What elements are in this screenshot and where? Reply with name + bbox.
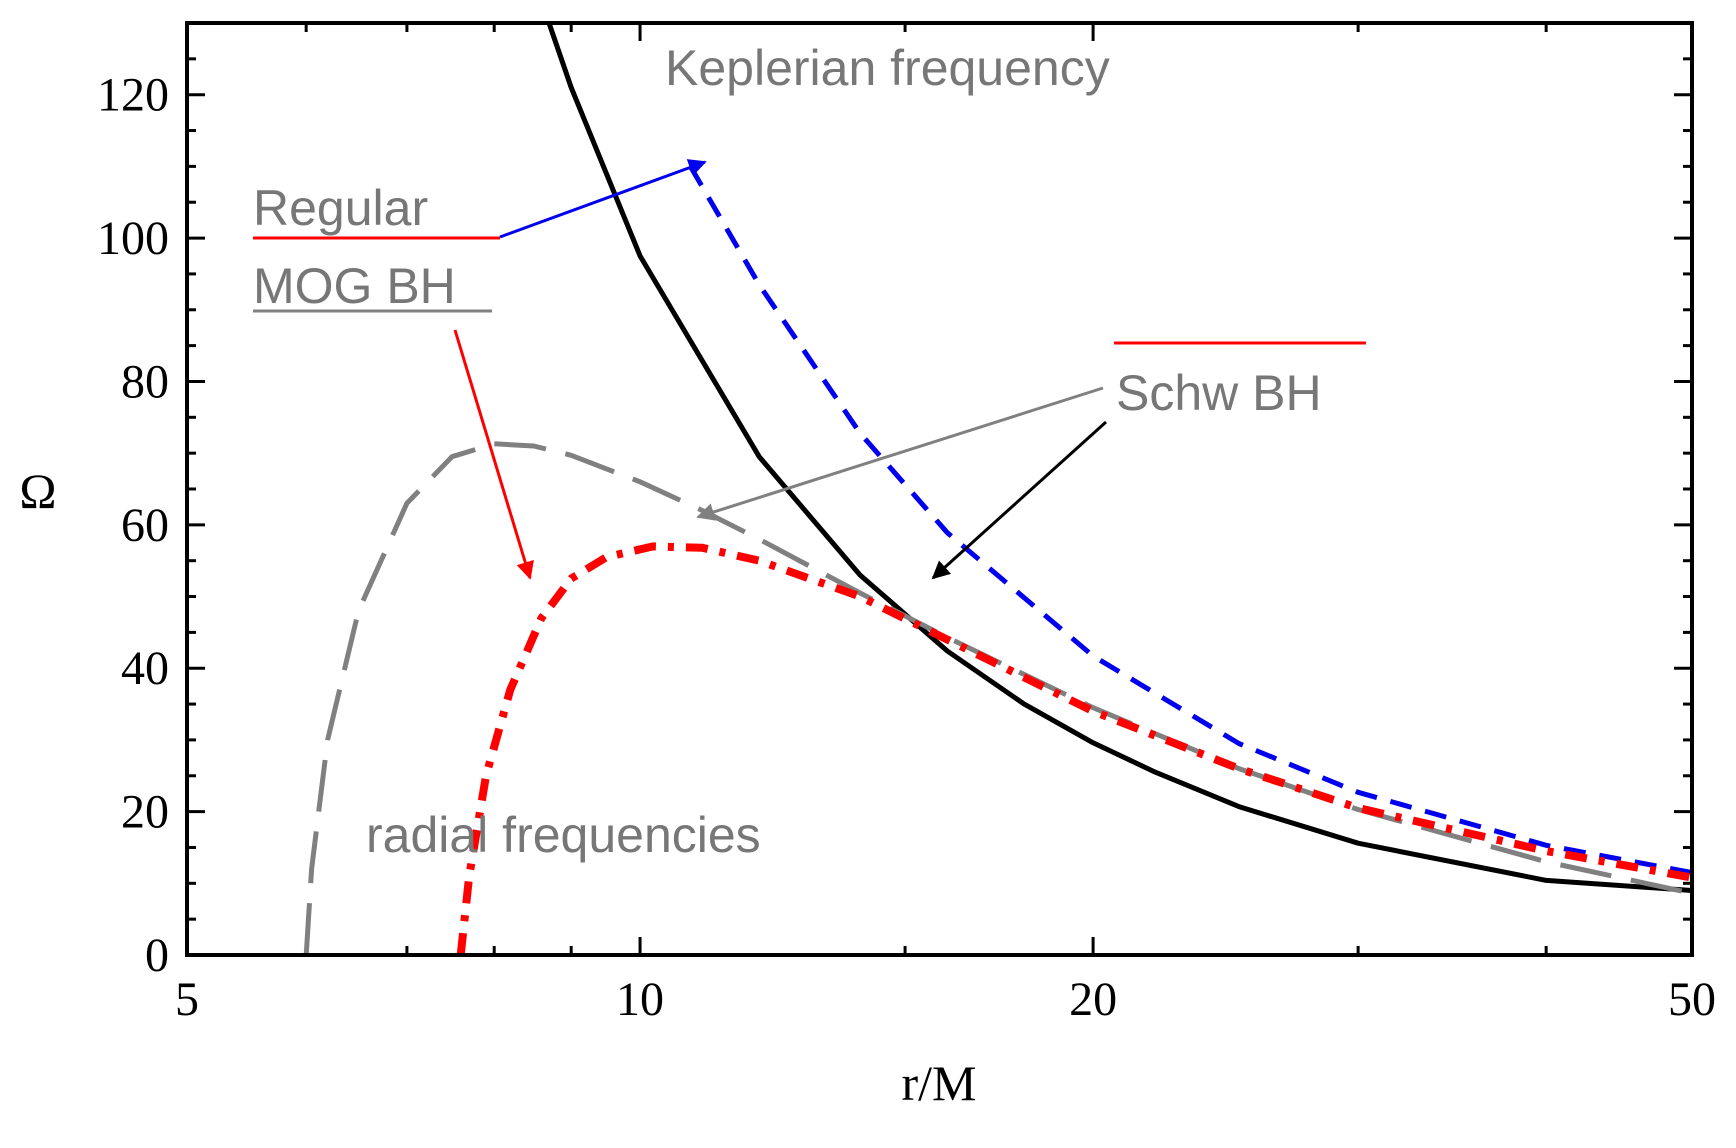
y-axis-label: Ω	[19, 463, 56, 519]
y-tick-label: 0	[145, 929, 169, 982]
radial-frequencies-label: radial frequencies	[366, 807, 761, 863]
x-tick-label: 20	[1069, 973, 1117, 1026]
arrow-to-radial-mog	[453, 329, 534, 580]
keplerian-frequency-label: Keplerian frequency	[665, 40, 1110, 96]
x-tick-label: 5	[175, 973, 199, 1026]
axis-tick-labels: 0 20 40 60 80 100 120 5 10 20 50	[97, 69, 1716, 1026]
y-tick-label: 80	[121, 355, 169, 408]
y-tick-label: 40	[121, 642, 169, 695]
series-line-4	[456, 542, 1692, 955]
plot-frame	[185, 21, 1694, 957]
arrow-to-keplerian-mog	[499, 159, 707, 239]
schw-bh-label: Schw BH	[1116, 365, 1322, 421]
arrow-to-keplerian-schw	[931, 420, 1108, 580]
series-line-1	[688, 165, 1692, 876]
x-tick-label: 50	[1668, 973, 1716, 1026]
x-axis-label: r/M	[902, 1055, 977, 1111]
series-line-2	[546, 23, 1692, 893]
arrow-to-radial-schw	[696, 386, 1104, 521]
x-tick-label: 10	[616, 973, 664, 1026]
y-tick-label: 20	[121, 786, 169, 839]
y-tick-label: 120	[97, 69, 169, 122]
mog-bh-label: MOG BH	[253, 258, 456, 314]
regular-label: Regular	[253, 180, 428, 236]
data-series	[303, 23, 1692, 955]
y-tick-label: 100	[97, 212, 169, 265]
series-line-3	[303, 441, 1692, 955]
y-tick-label: 60	[121, 499, 169, 552]
